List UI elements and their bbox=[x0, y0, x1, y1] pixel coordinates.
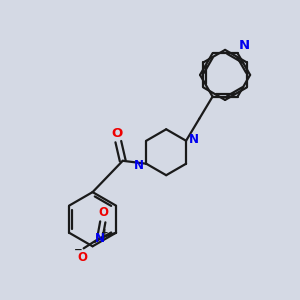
Text: +: + bbox=[101, 228, 109, 237]
Text: O: O bbox=[111, 127, 122, 140]
Text: O: O bbox=[77, 251, 87, 264]
Text: O: O bbox=[98, 206, 108, 220]
Text: N: N bbox=[95, 232, 105, 244]
Text: N: N bbox=[134, 159, 144, 172]
Text: N: N bbox=[239, 39, 250, 52]
Text: N: N bbox=[188, 133, 198, 146]
Text: −: − bbox=[74, 245, 83, 255]
